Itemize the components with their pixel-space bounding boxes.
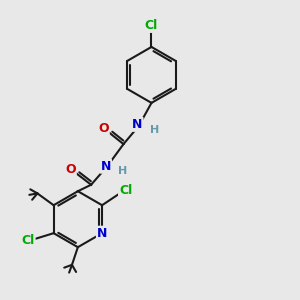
Text: N: N: [100, 160, 111, 173]
Text: N: N: [97, 227, 107, 240]
Text: Cl: Cl: [145, 19, 158, 32]
Text: H: H: [118, 167, 128, 176]
Text: O: O: [65, 163, 76, 176]
Text: Cl: Cl: [21, 234, 34, 247]
Text: Cl: Cl: [119, 184, 132, 197]
Text: N: N: [132, 118, 142, 131]
Text: O: O: [98, 122, 109, 135]
Text: H: H: [150, 125, 159, 135]
